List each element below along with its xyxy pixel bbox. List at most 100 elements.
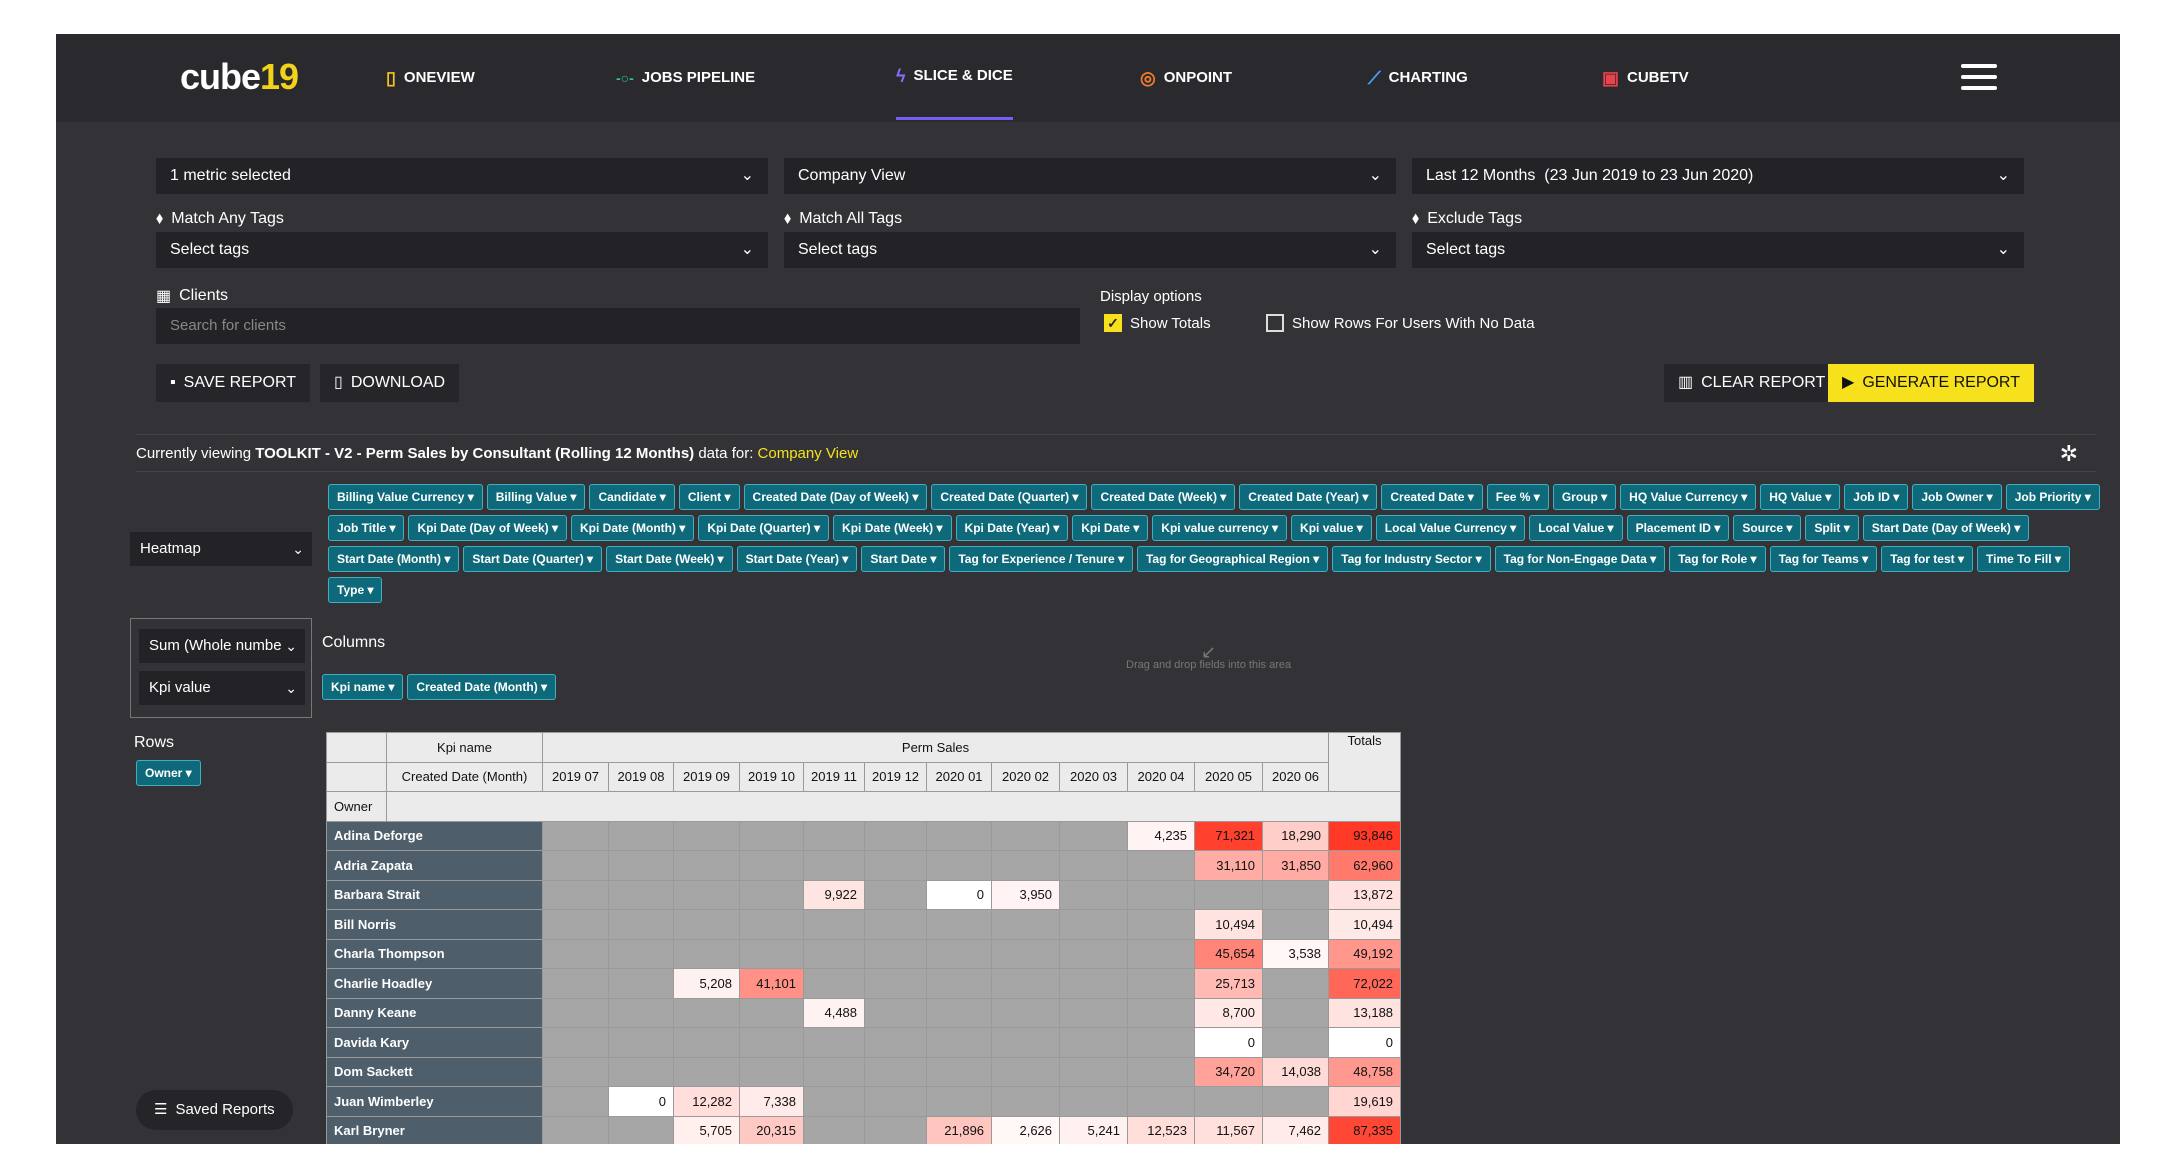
- field-chip[interactable]: Start Date (Week) ▾: [606, 546, 733, 572]
- clear-report-button[interactable]: ▥ CLEAR REPORT: [1664, 364, 1840, 402]
- field-chip[interactable]: Tag for Teams ▾: [1769, 546, 1878, 572]
- show-totals-checkbox[interactable]: ✓ Show Totals: [1104, 314, 1211, 332]
- exclude-tags-select[interactable]: Select tags ⌄: [1412, 232, 2024, 268]
- table-row: Adria Zapata 31,110 31,850 62,960: [326, 850, 1402, 881]
- field-chip[interactable]: Tag for Role ▾: [1669, 546, 1766, 572]
- field-chip[interactable]: Start Date (Quarter) ▾: [463, 546, 603, 572]
- data-cell: [673, 1027, 740, 1058]
- owner-name: Barbara Strait: [326, 879, 543, 910]
- field-chip[interactable]: Kpi Date (Year) ▾: [955, 515, 1069, 541]
- field-chip[interactable]: Source ▾: [1733, 515, 1802, 541]
- nav-slice-dice[interactable]: ϟ SLICE & DICE: [896, 34, 1013, 120]
- show-rows-checkbox[interactable]: Show Rows For Users With No Data: [1266, 314, 1535, 332]
- saved-reports-button[interactable]: ☰ Saved Reports: [136, 1090, 293, 1130]
- data-cell: 8,700: [1194, 997, 1264, 1028]
- aggregator-field-select[interactable]: Kpi value ⌄: [139, 671, 305, 705]
- field-chip[interactable]: Kpi Date (Month) ▾: [570, 515, 695, 541]
- generate-report-button[interactable]: ▶ GENERATE REPORT: [1828, 364, 2034, 402]
- field-chip[interactable]: Tag for Geographical Region ▾: [1136, 546, 1329, 572]
- field-chip[interactable]: Created Date (Week) ▾: [1091, 484, 1236, 510]
- field-chip[interactable]: Owner ▾: [136, 760, 201, 786]
- data-cell: [1262, 1027, 1330, 1058]
- field-chip[interactable]: Type ▾: [328, 577, 383, 603]
- nav-oneview[interactable]: ▯ ONEVIEW: [386, 34, 475, 122]
- field-chip[interactable]: Client ▾: [678, 484, 740, 510]
- nav-charting-label: CHARTING: [1388, 69, 1468, 86]
- renderer-select[interactable]: Heatmap ⌄: [130, 532, 312, 566]
- field-chip[interactable]: Kpi Date (Week) ▾: [833, 515, 952, 541]
- data-cell: [608, 997, 674, 1028]
- settings-icon[interactable]: ✲: [2059, 441, 2078, 466]
- field-chip[interactable]: Time To Fill ▾: [1977, 546, 2070, 572]
- data-cell: [1194, 1086, 1264, 1117]
- match-all-select[interactable]: Select tags ⌄: [784, 232, 1396, 268]
- field-chip[interactable]: Kpi name ▾: [322, 674, 404, 700]
- field-chip[interactable]: Kpi value ▾: [1291, 515, 1372, 541]
- menu-icon[interactable]: [1961, 64, 1997, 92]
- field-chip[interactable]: HQ Value Currency ▾: [1620, 484, 1757, 510]
- owner-row: Owner: [326, 791, 1402, 822]
- data-cell: [926, 1056, 993, 1087]
- view-select[interactable]: Company View ⌄: [784, 158, 1396, 194]
- field-chip[interactable]: Job Title ▾: [328, 515, 405, 541]
- field-chip[interactable]: Start Date (Year) ▾: [736, 546, 858, 572]
- nav-onpoint[interactable]: ◎ ONPOINT: [1140, 34, 1232, 122]
- logo[interactable]: cube19: [180, 56, 299, 97]
- nav-jobs-pipeline[interactable]: -○- JOBS PIPELINE: [616, 34, 755, 122]
- field-chip[interactable]: Tag for Non-Engage Data ▾: [1494, 546, 1666, 572]
- clients-search-input[interactable]: Search for clients: [156, 308, 1080, 344]
- field-chip[interactable]: Kpi Date ▾: [1072, 515, 1149, 541]
- field-chip[interactable]: Group ▾: [1552, 484, 1617, 510]
- month-header: 2019 11: [802, 761, 866, 792]
- data-cell: [864, 850, 928, 881]
- field-chip[interactable]: Created Date (Quarter) ▾: [931, 484, 1088, 510]
- field-chip[interactable]: Tag for test ▾: [1881, 546, 1973, 572]
- nav-charting[interactable]: ⟋ CHARTING: [1368, 34, 1468, 122]
- month-header: 2019 07: [542, 761, 609, 792]
- field-chip[interactable]: Local Value ▾: [1529, 515, 1623, 541]
- field-chip[interactable]: Billing Value ▾: [486, 484, 586, 510]
- field-chip[interactable]: Billing Value Currency ▾: [328, 484, 483, 510]
- save-report-button[interactable]: ▪ SAVE REPORT: [156, 364, 310, 402]
- data-cell: [802, 820, 866, 851]
- field-chip[interactable]: Job ID ▾: [1844, 484, 1909, 510]
- nav-cubetv[interactable]: ▣ CUBETV: [1602, 34, 1689, 122]
- field-chip[interactable]: Candidate ▾: [589, 484, 675, 510]
- field-chip[interactable]: Created Date (Day of Week) ▾: [743, 484, 928, 510]
- field-chip[interactable]: Start Date ▾: [861, 546, 946, 572]
- match-any-select[interactable]: Select tags ⌄: [156, 232, 768, 268]
- field-chip[interactable]: HQ Value ▾: [1760, 484, 1841, 510]
- data-cell: [608, 968, 674, 999]
- data-cell: [608, 879, 674, 910]
- aggregator-select[interactable]: Sum (Whole numbe ⌄: [139, 629, 305, 663]
- field-chip[interactable]: Kpi Date (Quarter) ▾: [698, 515, 830, 541]
- download-button[interactable]: ▯ DOWNLOAD: [320, 364, 460, 402]
- period-select[interactable]: Last 12 Months (23 Jun 2019 to 23 Jun 20…: [1412, 158, 2024, 194]
- field-chip[interactable]: Placement ID ▾: [1626, 515, 1730, 541]
- nav-slice-dice-label: SLICE & DICE: [913, 66, 1013, 84]
- field-chip[interactable]: Created Date (Month) ▾: [407, 674, 557, 700]
- field-chip[interactable]: Split ▾: [1805, 515, 1859, 541]
- field-chip[interactable]: Fee % ▾: [1486, 484, 1549, 510]
- field-chip[interactable]: Tag for Experience / Tenure ▾: [949, 546, 1133, 572]
- field-chip[interactable]: Job Owner ▾: [1912, 484, 2002, 510]
- field-chip[interactable]: Kpi Date (Day of Week) ▾: [408, 515, 567, 541]
- data-cell: 21,896: [926, 1115, 993, 1144]
- data-cell: [802, 1115, 866, 1144]
- save-icon: ▪: [170, 374, 176, 391]
- table-row: Dom Sackett 34,720 14,038 48,758: [326, 1056, 1402, 1087]
- table-row: Bill Norris 10,494 10,494: [326, 909, 1402, 940]
- data-cell: [1059, 1027, 1129, 1058]
- field-chip[interactable]: Created Date (Year) ▾: [1239, 484, 1378, 510]
- nav-onpoint-label: ONPOINT: [1163, 69, 1233, 86]
- chevron-down-icon: ⌄: [740, 241, 754, 258]
- field-chip[interactable]: Start Date (Month) ▾: [328, 546, 460, 572]
- field-chip[interactable]: Kpi value currency ▾: [1152, 515, 1288, 541]
- field-chip[interactable]: Job Priority ▾: [2005, 484, 2100, 510]
- metric-select[interactable]: 1 metric selected ⌄: [156, 158, 768, 194]
- field-chip[interactable]: Created Date ▾: [1381, 484, 1483, 510]
- field-chip[interactable]: Local Value Currency ▾: [1375, 515, 1526, 541]
- field-chip[interactable]: Tag for Industry Sector ▾: [1332, 546, 1491, 572]
- field-chip[interactable]: Start Date (Day of Week) ▾: [1862, 515, 2030, 541]
- data-cell: [1059, 1086, 1129, 1117]
